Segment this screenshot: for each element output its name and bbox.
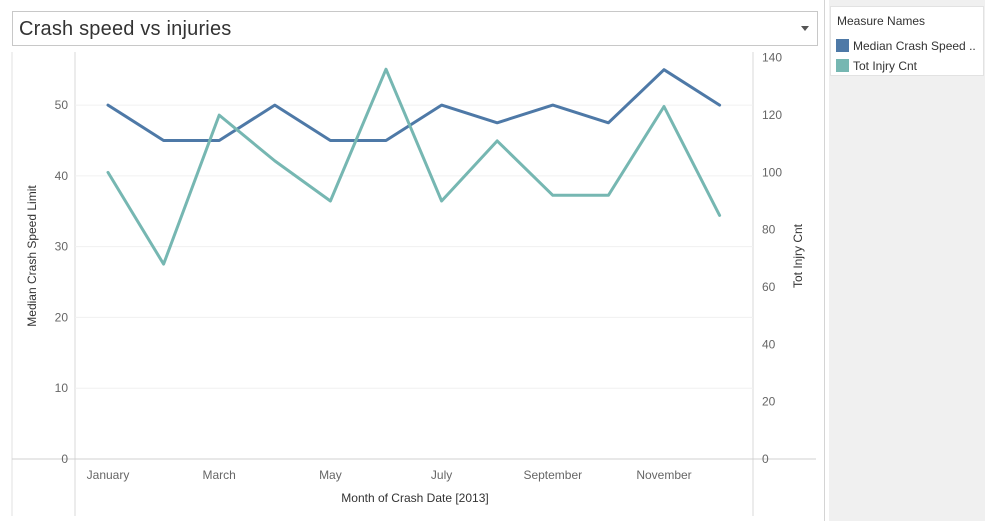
- y-right-axis-title: Tot Injry Cnt: [791, 223, 805, 288]
- legend-title: Measure Names: [837, 14, 926, 28]
- chart-title-box[interactable]: Crash speed vs injuries: [12, 11, 818, 46]
- legend-swatch-injury-count: [836, 59, 849, 72]
- series-line-injury-count: [106, 67, 722, 266]
- x-tick-label: November: [636, 468, 691, 482]
- y-left-tick-label: 10: [55, 381, 69, 395]
- legend-item-injury-count[interactable]: Tot Injry Cnt: [831, 56, 983, 76]
- y-right-tick-label: 60: [762, 280, 776, 294]
- y-right-tick-label: 0: [762, 452, 769, 466]
- y-left-axis-title: Median Crash Speed Limit: [25, 185, 39, 327]
- chart-title: Crash speed vs injuries: [19, 18, 232, 40]
- y-left-tick-label: 20: [55, 310, 69, 324]
- x-tick-label: March: [203, 468, 236, 482]
- y-right-tick-label: 120: [762, 108, 782, 122]
- y-left-tick-label: 50: [55, 98, 69, 112]
- line-chart: 0 10 20 30 40 50 0 20 40 60 80 100 120 140 January Marc…: [11, 51, 816, 516]
- x-tick-label: May: [319, 468, 342, 482]
- y-right-tick-label: 40: [762, 337, 776, 351]
- y-right-tick-label: 140: [762, 51, 782, 65]
- y-right-tick-label: 100: [762, 165, 782, 179]
- side-panel: [829, 0, 985, 521]
- y-left-tick-label: 0: [61, 452, 68, 466]
- legend-label-median-speed: Median Crash Speed ..: [853, 39, 976, 53]
- y-right-tick-label: 20: [762, 395, 776, 409]
- x-tick-label: July: [431, 468, 452, 482]
- legend-label-injury-count: Tot Injry Cnt: [853, 59, 918, 73]
- x-tick-label: January: [87, 468, 130, 482]
- x-tick-label: September: [523, 468, 582, 482]
- legend: Measure Names Median Crash Speed .. Tot …: [830, 6, 984, 76]
- y-left-tick-label: 30: [55, 240, 69, 254]
- chart-frame: Crash speed vs injuries 0 10 20 30 40 50 0 20 40…: [11, 0, 825, 521]
- legend-item-median-speed[interactable]: Median Crash Speed ..: [831, 36, 983, 56]
- legend-swatch-median-speed: [836, 39, 849, 52]
- x-axis-title: Month of Crash Date [2013]: [341, 491, 488, 505]
- y-right-tick-label: 80: [762, 223, 776, 237]
- title-dropdown-arrow-icon[interactable]: [801, 26, 809, 31]
- y-left-tick-label: 40: [55, 169, 69, 183]
